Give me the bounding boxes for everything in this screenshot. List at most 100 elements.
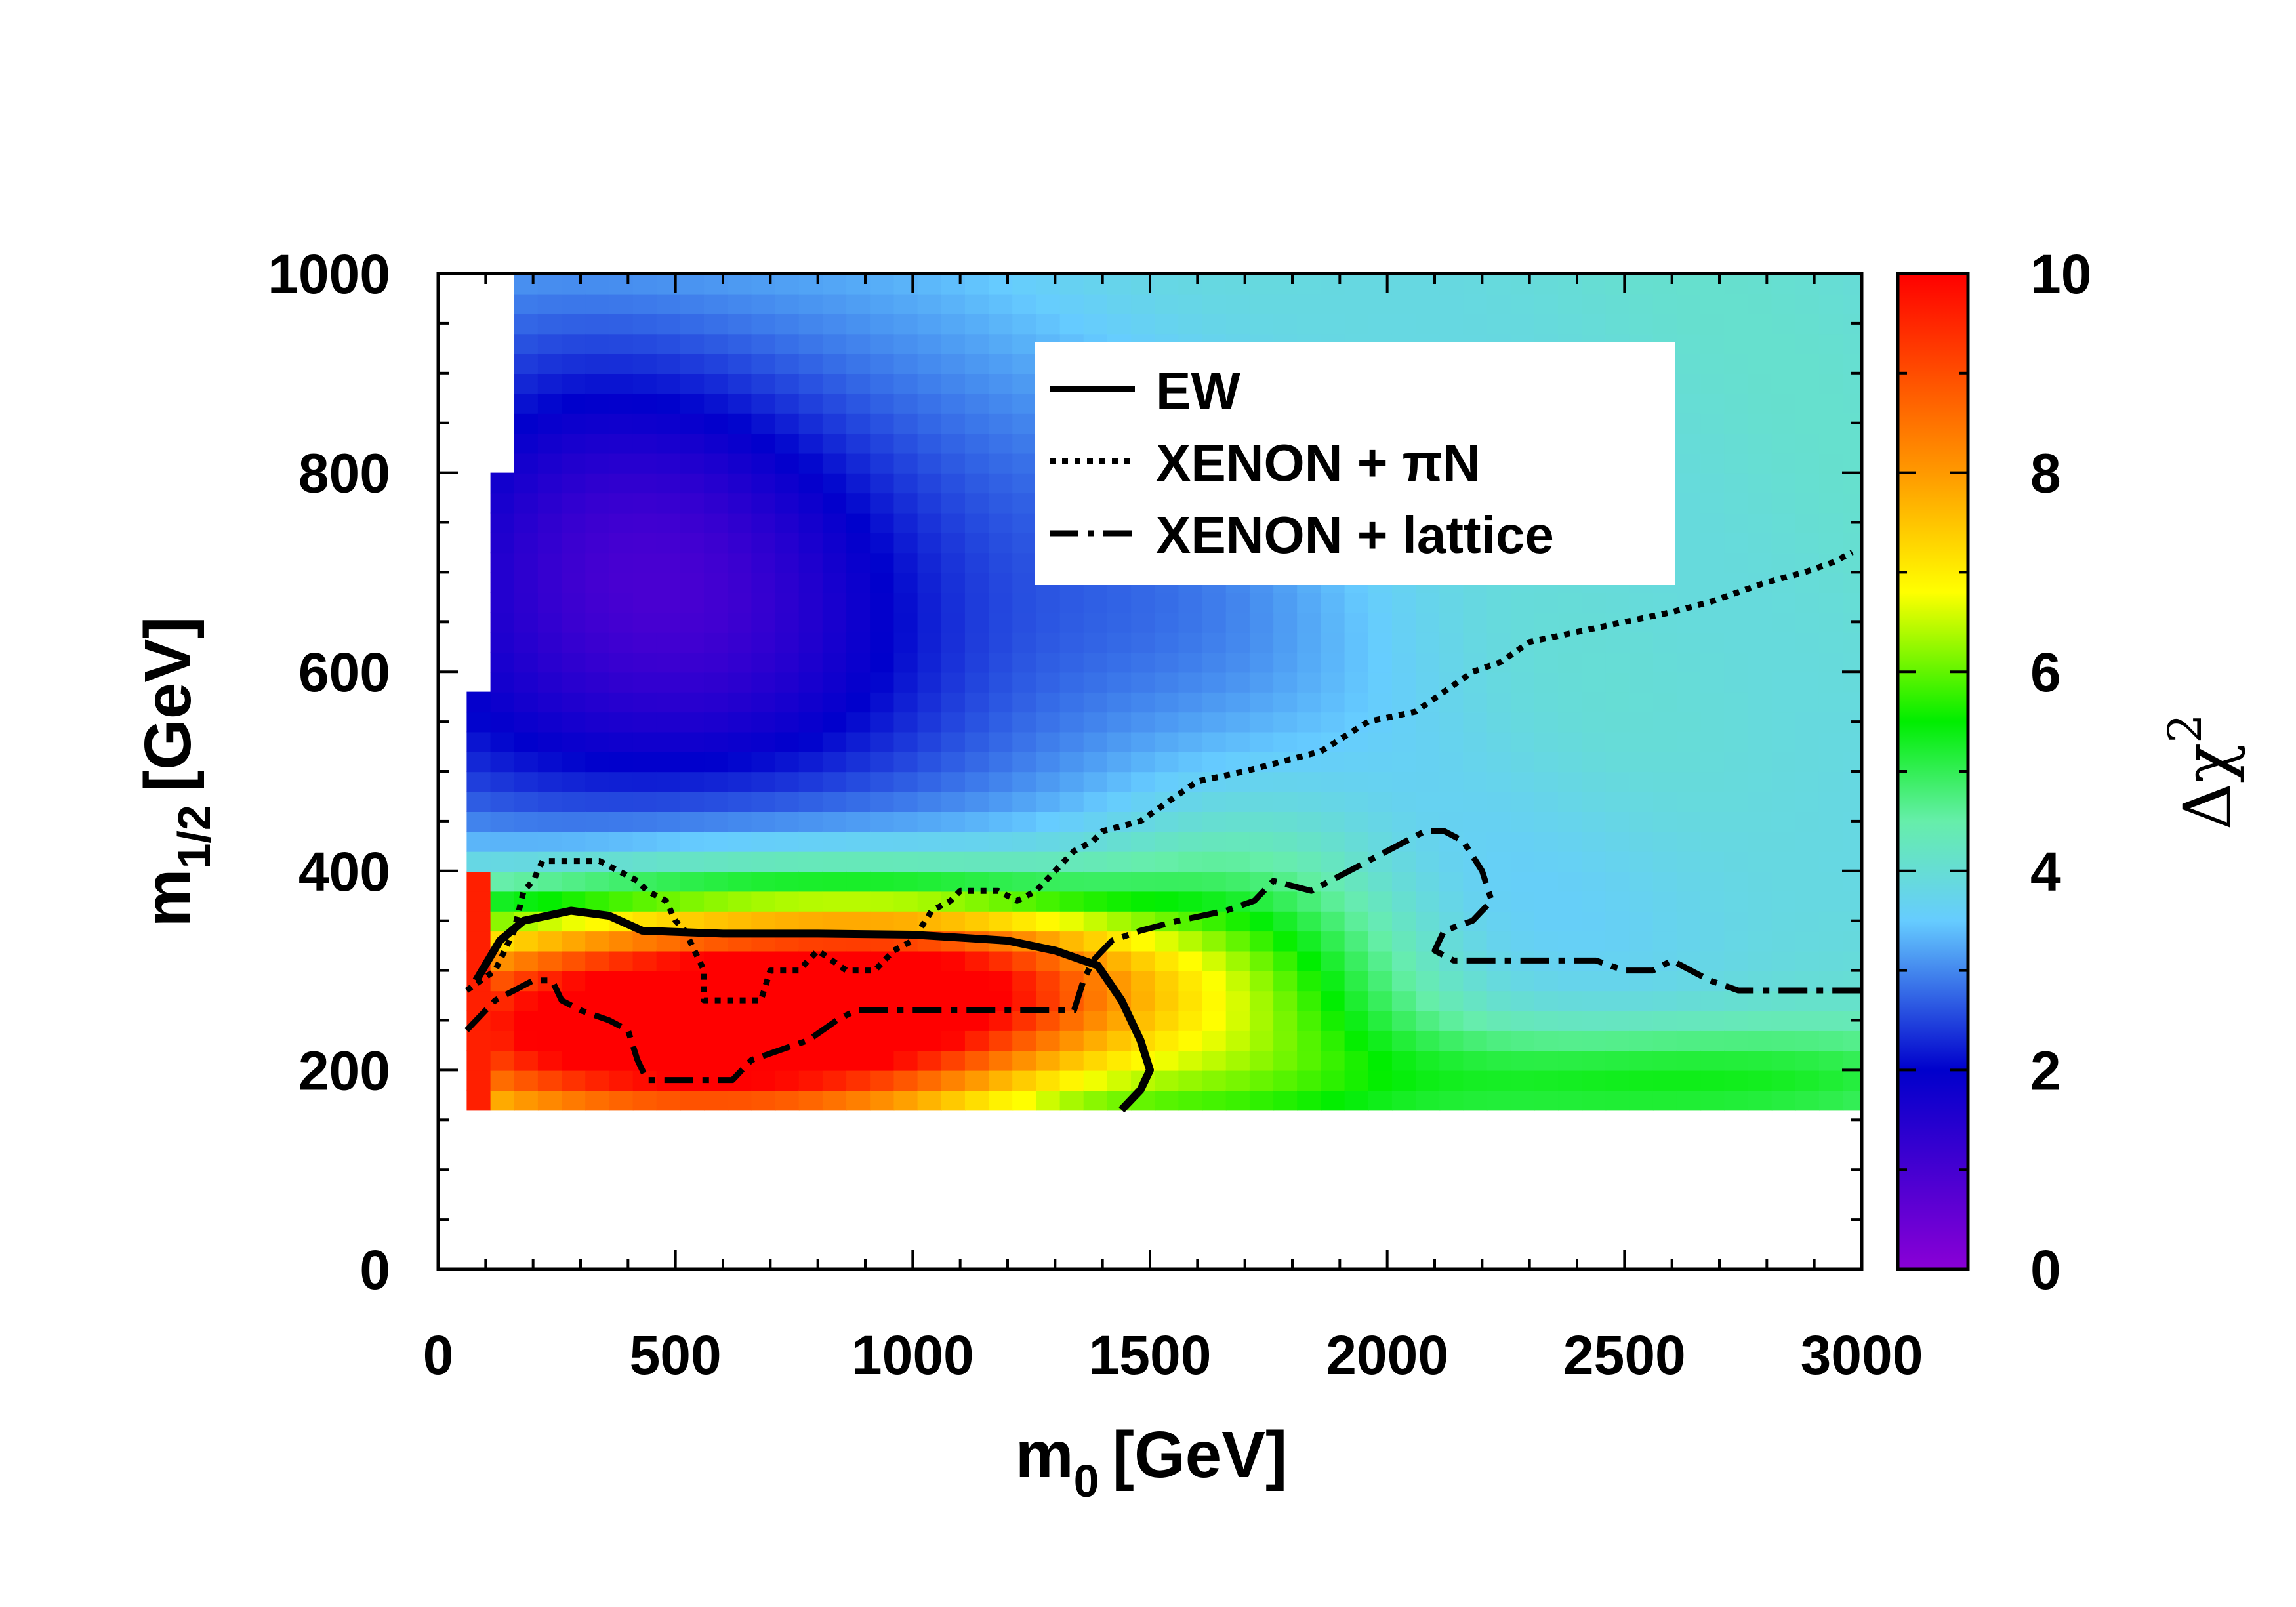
heatmap-cell: [609, 453, 634, 474]
heatmap-cell: [490, 493, 515, 514]
heatmap-cell: [846, 870, 871, 892]
heatmap-cell: [1297, 771, 1322, 792]
heatmap-cell: [1225, 751, 1251, 773]
heatmap-cell: [1178, 632, 1203, 653]
heatmap-cell: [514, 691, 539, 713]
heatmap-cell: [537, 313, 563, 335]
heatmap-cell: [728, 333, 752, 354]
heatmap-cell: [798, 731, 824, 752]
heatmap-cell: [1391, 592, 1417, 613]
heatmap-cell: [680, 771, 705, 792]
heatmap-cell: [870, 274, 895, 295]
heatmap-cell: [537, 691, 563, 713]
heatmap-cell: [1083, 632, 1109, 653]
heatmap-cell: [989, 592, 1014, 613]
heatmap-cell: [1249, 293, 1275, 314]
heatmap-cell: [775, 811, 800, 832]
heatmap-cell: [893, 1070, 918, 1091]
heatmap-cell: [1676, 313, 1702, 335]
heatmap-cell: [1582, 711, 1607, 733]
heatmap-cell: [1273, 274, 1298, 295]
heatmap-cell: [1368, 811, 1393, 832]
heatmap-cell: [775, 432, 800, 454]
heatmap-cell: [514, 731, 539, 752]
heatmap-cell: [870, 293, 895, 314]
heatmap-cell: [1107, 870, 1132, 892]
heatmap-cell: [514, 432, 539, 454]
heatmap-cell: [1486, 1030, 1511, 1051]
heatmap-cell: [728, 432, 752, 454]
heatmap-cell: [1724, 373, 1749, 394]
heatmap-cell: [846, 373, 871, 394]
heatmap-cell: [1321, 1089, 1345, 1111]
heatmap-cell: [1131, 771, 1156, 792]
y-axis-label: m1/2[GeV]: [131, 617, 220, 927]
heatmap-cell: [656, 831, 682, 852]
heatmap-cell: [1059, 811, 1084, 832]
heatmap-cell: [1368, 691, 1393, 713]
heatmap-cell: [1582, 313, 1607, 335]
heatmap-cell: [1273, 711, 1298, 733]
heatmap-cell: [822, 432, 848, 454]
heatmap-cell: [1605, 691, 1630, 713]
heatmap-cell: [1629, 791, 1654, 812]
heatmap-cell: [846, 493, 871, 514]
heatmap-cell: [537, 472, 563, 494]
heatmap-cell: [941, 293, 966, 314]
heatmap-cell: [917, 393, 942, 414]
heatmap-cell: [1629, 672, 1654, 693]
heatmap-cell: [1652, 910, 1678, 932]
heatmap-cell: [989, 691, 1014, 713]
heatmap-cell: [964, 453, 990, 474]
heatmap-cell: [1676, 910, 1702, 932]
heatmap-cell: [466, 1050, 491, 1071]
heatmap-cell: [1155, 1050, 1179, 1071]
heatmap-cell: [585, 950, 610, 971]
heatmap-cell: [893, 293, 918, 314]
heatmap-cell: [1629, 990, 1654, 1011]
heatmap-cell: [1463, 313, 1488, 335]
heatmap-cell: [562, 353, 586, 374]
heatmap-cell: [1748, 1089, 1773, 1111]
heatmap-cell: [1416, 274, 1441, 295]
heatmap-cell: [1249, 731, 1275, 752]
heatmap-cell: [1036, 791, 1061, 812]
heatmap-cell: [680, 432, 705, 454]
heatmap-cell: [1416, 910, 1441, 932]
heatmap-cell: [1059, 672, 1084, 693]
heatmap-cell: [514, 274, 539, 295]
heatmap-cell: [1391, 950, 1417, 971]
heatmap-cell: [1368, 731, 1393, 752]
heatmap-cell: [1012, 532, 1037, 554]
heatmap-cell: [1273, 1030, 1298, 1051]
heatmap-cell: [870, 1010, 895, 1031]
heatmap-cell: [1582, 274, 1607, 295]
heatmap-cell: [1439, 1030, 1464, 1051]
heatmap-cell: [1202, 274, 1227, 295]
heatmap-cell: [1652, 632, 1678, 653]
heatmap-cell: [1202, 612, 1227, 633]
heatmap-cell: [1225, 632, 1251, 653]
heatmap-cell: [941, 811, 966, 832]
heatmap-cell: [1605, 851, 1630, 872]
heatmap-cell: [798, 512, 824, 533]
heatmap-cell: [870, 910, 895, 932]
heatmap-cell: [1724, 990, 1749, 1011]
heatmap-cell: [1273, 672, 1298, 693]
heatmap-cell: [917, 1030, 942, 1051]
heatmap-cell: [941, 632, 966, 653]
heatmap-cell: [941, 711, 966, 733]
heatmap-cell: [562, 532, 586, 554]
heatmap-cell: [751, 413, 776, 434]
heatmap-cell: [1795, 731, 1820, 752]
heatmap-cell: [822, 711, 848, 733]
heatmap-cell: [1771, 512, 1796, 533]
heatmap-cell: [1107, 771, 1132, 792]
heatmap-cell: [1676, 672, 1702, 693]
heatmap-cell: [870, 891, 895, 912]
heatmap-cell: [1486, 1089, 1511, 1111]
heatmap-cell: [1249, 632, 1275, 653]
heatmap-cell: [964, 1070, 990, 1091]
heatmap-cell: [632, 274, 657, 295]
